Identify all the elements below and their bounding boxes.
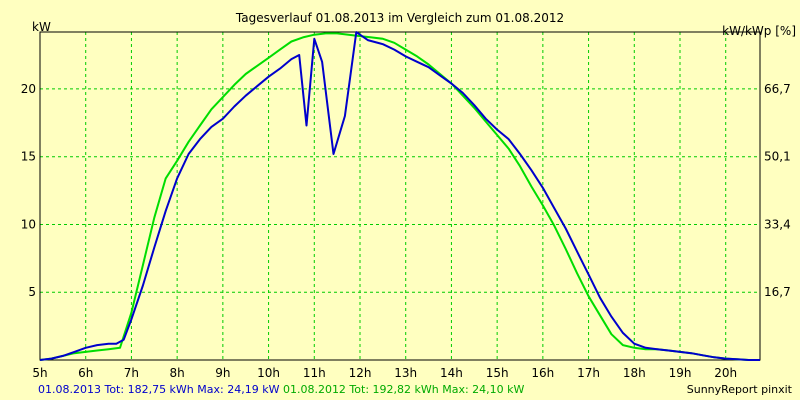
x-tick-label: 18h: [623, 366, 646, 380]
x-tick-label: 15h: [486, 366, 509, 380]
x-tick-label: 12h: [349, 366, 372, 380]
credit-label: SunnyReport pinxit: [686, 383, 792, 396]
x-tick-label: 14h: [440, 366, 463, 380]
y-axis-label-left: kW: [32, 20, 51, 34]
chart-footer: 01.08.2013 Tot: 182,75 kWh Max: 24,19 kW…: [38, 383, 524, 396]
y-right-tick-label: 66,7: [764, 82, 791, 96]
x-tick-label: 19h: [669, 366, 692, 380]
x-tick-label: 17h: [577, 366, 600, 380]
y-axis-label-right: kW/kWp [%]: [722, 24, 796, 38]
series-line-01-08-2012: [39, 32, 760, 361]
x-tick-label: 16h: [531, 366, 554, 380]
x-tick-label: 6h: [78, 366, 93, 380]
x-tick-label: 7h: [124, 366, 139, 380]
x-tick-label: 11h: [303, 366, 326, 380]
y-right-tick-label: 16,7: [764, 285, 791, 299]
x-tick-label: 10h: [257, 366, 280, 380]
series-line-01-08-2013: [39, 31, 760, 361]
y-right-tick-label: 33,4: [764, 217, 791, 231]
chart-title: Tagesverlauf 01.08.2013 im Vergleich zum…: [235, 11, 564, 25]
y-tick-label: 20: [21, 82, 36, 96]
x-tick-label: 5h: [32, 366, 47, 380]
y-tick-label: 5: [28, 285, 36, 299]
x-tick-label: 9h: [215, 366, 230, 380]
y-tick-label: 15: [21, 150, 36, 164]
footer-series-2012: 01.08.2012 Tot: 192,82 kWh Max: 24,10 kW: [282, 383, 525, 396]
x-tick-label: 8h: [170, 366, 185, 380]
footer-series-2013: 01.08.2013 Tot: 182,75 kWh Max: 24,19 kW: [38, 383, 280, 396]
plot-frame: [39, 31, 761, 361]
y-tick-label: 10: [21, 217, 36, 231]
x-tick-label: 13h: [394, 366, 417, 380]
x-tick-label: 20h: [714, 366, 737, 380]
y-right-tick-label: 50,1: [764, 150, 791, 164]
